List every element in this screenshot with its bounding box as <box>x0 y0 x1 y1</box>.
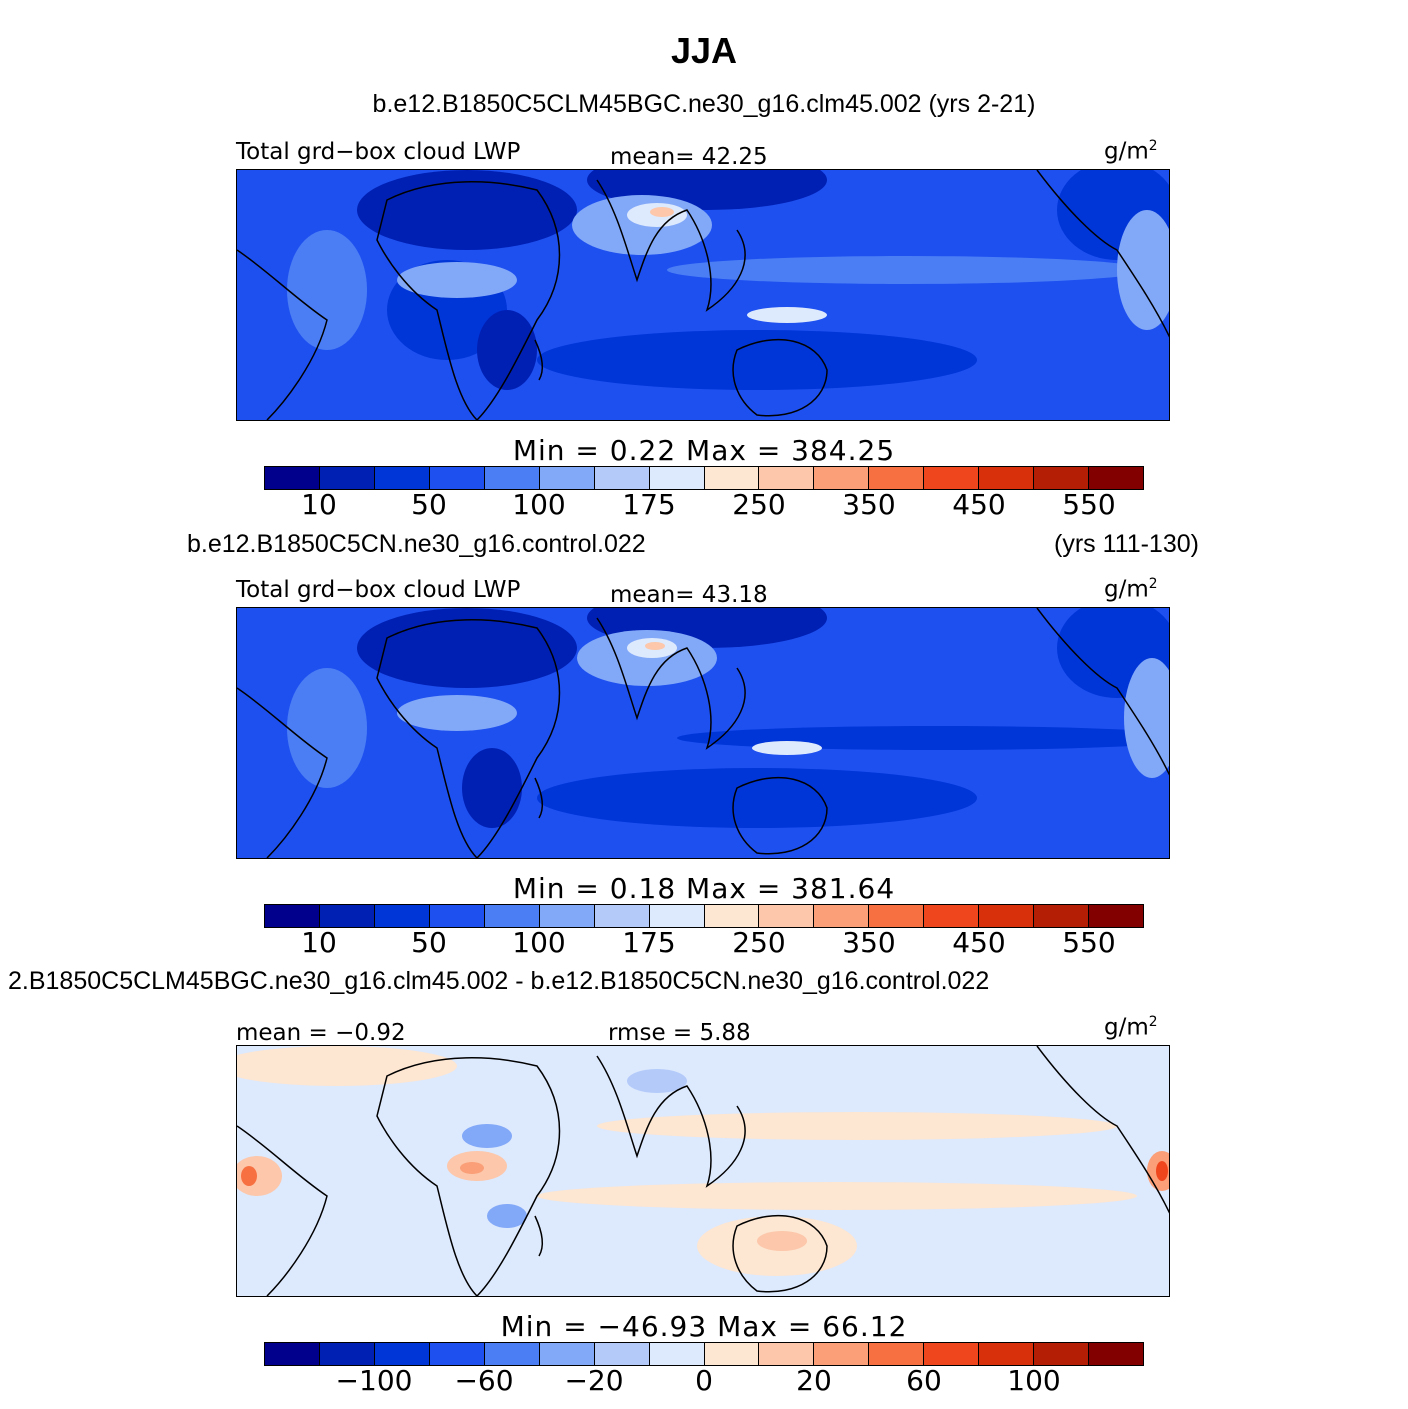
colorbar-segment <box>814 905 870 927</box>
colorbar-tick-label: 450 <box>952 926 1006 959</box>
colorbar-segment <box>1034 467 1090 489</box>
colorbar-segment <box>759 905 815 927</box>
panel-1-variable-label: Total grd−box cloud LWP <box>236 139 521 165</box>
colorbar-tick-label: 250 <box>732 926 786 959</box>
panel-1-mean-label: mean= 42.25 <box>610 144 768 170</box>
colorbar-segment <box>484 1343 540 1365</box>
panel-3-mean-label: mean = −0.92 <box>236 1020 406 1046</box>
panel-3-units: g/m2 <box>1104 1014 1158 1041</box>
panel-3-case-title: 2.B1850C5CLM45BGC.ne30_g16.clm45.002 - b… <box>8 967 990 995</box>
panel-2-minmax: Min = 0.18 Max = 381.64 <box>512 872 896 905</box>
colorbar-tick-label: 10 <box>301 488 337 521</box>
colorbar-tick-label: 0 <box>695 1364 713 1397</box>
colorbar-segment <box>1089 905 1143 927</box>
panel-1-colorbar <box>264 466 1144 490</box>
colorbar-segment <box>924 905 980 927</box>
colorbar-segment <box>1089 467 1143 489</box>
colorbar-segment <box>704 1343 760 1365</box>
colorbar-tick-label: 100 <box>512 488 566 521</box>
panel-2-variable-label: Total grd−box cloud LWP <box>236 577 521 603</box>
colorbar-segment <box>265 467 320 489</box>
colorbar-segment <box>979 1343 1035 1365</box>
colorbar-segment <box>704 905 760 927</box>
colorbar-segment <box>1089 1343 1143 1365</box>
colorbar-segment <box>319 1343 375 1365</box>
colorbar-segment <box>429 905 485 927</box>
colorbar-segment <box>759 467 815 489</box>
colorbar-segment <box>539 1343 595 1365</box>
panel-2-case-years: (yrs 111-130) <box>1054 530 1199 558</box>
page-title: JJA <box>670 30 738 71</box>
colorbar-segment <box>594 1343 650 1365</box>
colorbar-tick-label: 550 <box>1062 488 1116 521</box>
colorbar-segment <box>374 467 430 489</box>
panel-2-case-title: b.e12.B1850C5CN.ne30_g16.control.022 <box>187 530 646 558</box>
colorbar-segment <box>869 467 925 489</box>
colorbar-tick-label: 60 <box>906 1364 942 1397</box>
colorbar-segment <box>539 467 595 489</box>
colorbar-tick-label: 250 <box>732 488 786 521</box>
panel-1-minmax: Min = 0.22 Max = 384.25 <box>512 434 896 467</box>
colorbar-tick-label: 20 <box>796 1364 832 1397</box>
colorbar-segment <box>374 905 430 927</box>
colorbar-segment <box>704 467 760 489</box>
colorbar-segment <box>539 905 595 927</box>
colorbar-segment <box>979 467 1035 489</box>
colorbar-segment <box>649 467 705 489</box>
colorbar-segment <box>649 905 705 927</box>
colorbar-tick-label: 550 <box>1062 926 1116 959</box>
colorbar-tick-label: −60 <box>454 1364 514 1397</box>
panel-1-units: g/m2 <box>1104 138 1158 165</box>
colorbar-segment <box>649 1343 705 1365</box>
colorbar-tick-label: 350 <box>842 926 896 959</box>
colorbar-segment <box>869 1343 925 1365</box>
colorbar-segment <box>814 1343 870 1365</box>
colorbar-segment <box>924 1343 980 1365</box>
colorbar-tick-label: 50 <box>411 926 447 959</box>
colorbar-segment <box>759 1343 815 1365</box>
colorbar-segment <box>319 467 375 489</box>
colorbar-segment <box>1034 905 1090 927</box>
panel-1-map <box>236 169 1170 421</box>
panel-2-map <box>236 607 1170 859</box>
colorbar-tick-label: 100 <box>512 926 566 959</box>
colorbar-segment <box>429 467 485 489</box>
colorbar-segment <box>869 905 925 927</box>
panel-3-minmax: Min = −46.93 Max = 66.12 <box>500 1310 908 1343</box>
colorbar-tick-label: −100 <box>335 1364 413 1397</box>
colorbar-segment <box>594 905 650 927</box>
panel-3-rmse-label: rmse = 5.88 <box>608 1020 751 1046</box>
colorbar-segment <box>265 1343 320 1365</box>
colorbar-tick-label: −20 <box>564 1364 624 1397</box>
colorbar-segment <box>374 1343 430 1365</box>
colorbar-tick-label: 100 <box>1007 1364 1061 1397</box>
colorbar-segment <box>319 905 375 927</box>
colorbar-tick-label: 350 <box>842 488 896 521</box>
colorbar-tick-label: 175 <box>622 488 676 521</box>
colorbar-segment <box>429 1343 485 1365</box>
panel-3-map <box>236 1045 1170 1297</box>
colorbar-segment <box>924 467 980 489</box>
colorbar-tick-label: 450 <box>952 488 1006 521</box>
panel-2-mean-label: mean= 43.18 <box>610 582 768 608</box>
panel-2-colorbar <box>264 904 1144 928</box>
colorbar-tick-label: 10 <box>301 926 337 959</box>
colorbar-segment <box>484 905 540 927</box>
panel-3-colorbar <box>264 1342 1144 1366</box>
colorbar-segment <box>1034 1343 1090 1365</box>
colorbar-segment <box>594 467 650 489</box>
colorbar-segment <box>265 905 320 927</box>
colorbar-tick-label: 50 <box>411 488 447 521</box>
colorbar-segment <box>814 467 870 489</box>
colorbar-segment <box>979 905 1035 927</box>
panel-1-case-title: b.e12.B1850C5CLM45BGC.ne30_g16.clm45.002… <box>372 90 1036 118</box>
colorbar-tick-label: 175 <box>622 926 676 959</box>
panel-2-units: g/m2 <box>1104 576 1158 603</box>
colorbar-segment <box>484 467 540 489</box>
